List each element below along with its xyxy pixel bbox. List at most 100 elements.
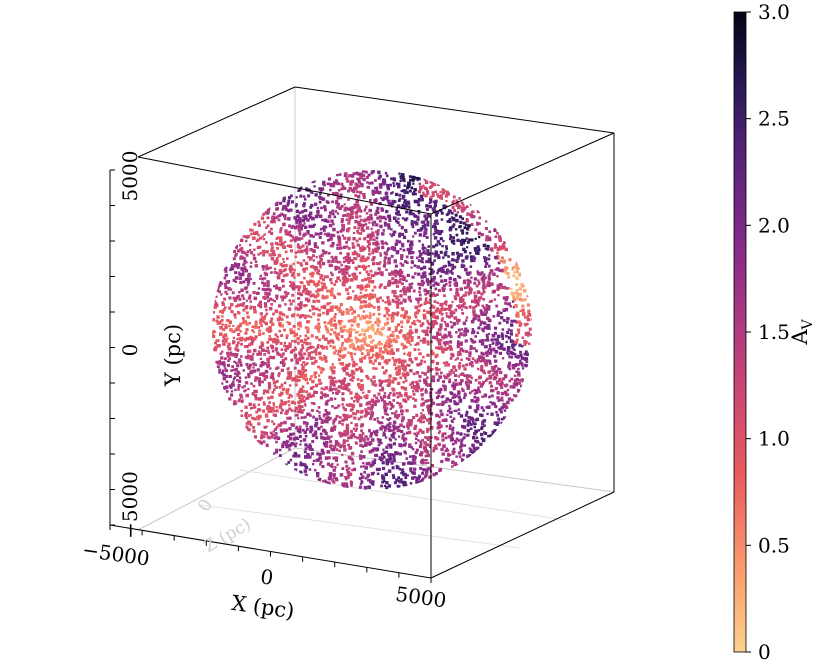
extinction-point <box>492 369 496 373</box>
extinction-point <box>437 254 440 257</box>
extinction-point <box>288 345 292 349</box>
extinction-point <box>250 357 254 361</box>
extinction-point <box>387 279 392 284</box>
extinction-point <box>488 230 492 234</box>
extinction-point <box>378 353 382 357</box>
extinction-point <box>318 417 322 420</box>
extinction-point <box>279 324 282 328</box>
extinction-point <box>219 332 223 336</box>
extinction-point <box>404 379 408 383</box>
extinction-point <box>345 426 350 431</box>
extinction-point <box>318 187 322 191</box>
extinction-point <box>496 231 499 235</box>
extinction-point <box>290 273 295 277</box>
extinction-point <box>496 391 500 395</box>
extinction-point <box>311 293 315 298</box>
extinction-point <box>380 421 384 425</box>
extinction-point <box>369 434 373 438</box>
extinction-point <box>371 221 374 224</box>
extinction-point <box>236 266 240 269</box>
extinction-point <box>478 235 481 239</box>
extinction-point <box>227 319 230 323</box>
extinction-point <box>310 334 314 338</box>
extinction-point <box>229 288 233 291</box>
extinction-point <box>279 242 283 247</box>
extinction-point <box>451 431 455 435</box>
extinction-point <box>305 304 308 307</box>
extinction-point <box>450 239 454 243</box>
extinction-point <box>391 277 395 281</box>
extinction-point <box>225 374 229 378</box>
extinction-point <box>310 448 314 451</box>
extinction-point <box>420 197 424 202</box>
extinction-point <box>406 395 410 399</box>
extinction-point <box>427 260 431 264</box>
extinction-point <box>233 313 236 317</box>
extinction-point <box>329 184 333 188</box>
extinction-point <box>368 249 371 252</box>
extinction-point <box>365 349 368 352</box>
extinction-point <box>394 438 397 441</box>
extinction-point <box>382 229 386 232</box>
extinction-point <box>333 445 337 449</box>
extinction-point <box>427 301 430 304</box>
extinction-point <box>310 203 314 208</box>
extinction-point <box>443 251 447 255</box>
extinction-point <box>314 202 318 206</box>
extinction-point <box>470 360 474 365</box>
extinction-point <box>410 186 414 190</box>
extinction-point <box>302 369 306 373</box>
extinction-point <box>265 226 268 229</box>
extinction-point <box>405 484 408 487</box>
extinction-point <box>319 460 323 464</box>
extinction-point <box>399 175 402 178</box>
extinction-point <box>240 409 243 413</box>
extinction-point <box>387 247 390 251</box>
extinction-point <box>406 261 409 264</box>
extinction-point <box>401 363 405 367</box>
extinction-point <box>413 188 417 192</box>
extinction-point <box>436 309 440 312</box>
extinction-point <box>250 261 253 264</box>
extinction-point <box>378 219 382 223</box>
extinction-point <box>417 282 420 286</box>
extinction-point <box>500 421 503 425</box>
extinction-point <box>411 251 415 255</box>
extinction-point <box>362 337 365 340</box>
extinction-point <box>388 342 391 345</box>
extinction-point <box>422 401 425 405</box>
extinction-point <box>405 394 408 397</box>
extinction-point <box>424 388 427 391</box>
extinction-point <box>462 264 466 268</box>
extinction-point <box>313 242 317 246</box>
extinction-point <box>343 347 347 351</box>
extinction-point <box>252 352 255 356</box>
extinction-point <box>241 234 244 238</box>
extinction-point <box>253 232 257 236</box>
extinction-point <box>510 377 514 381</box>
extinction-point <box>272 404 276 407</box>
extinction-point <box>405 409 409 413</box>
extinction-point <box>248 343 252 347</box>
extinction-point <box>334 466 337 469</box>
extinction-point <box>404 346 408 349</box>
extinction-point <box>314 469 317 472</box>
extinction-point <box>411 321 415 325</box>
extinction-point <box>361 379 364 382</box>
extinction-point <box>432 208 436 213</box>
extinction-point <box>441 419 445 422</box>
extinction-point <box>497 261 501 265</box>
extinction-point <box>480 406 484 410</box>
extinction-point <box>530 333 532 337</box>
extinction-point <box>250 382 253 385</box>
extinction-point <box>364 435 367 438</box>
extinction-point <box>241 399 244 402</box>
extinction-point <box>287 196 292 200</box>
extinction-point <box>359 284 364 288</box>
extinction-point <box>331 448 335 452</box>
extinction-point <box>430 304 434 308</box>
extinction-point <box>525 352 529 357</box>
extinction-point <box>466 384 470 388</box>
extinction-point <box>310 402 314 405</box>
extinction-point <box>424 449 428 453</box>
